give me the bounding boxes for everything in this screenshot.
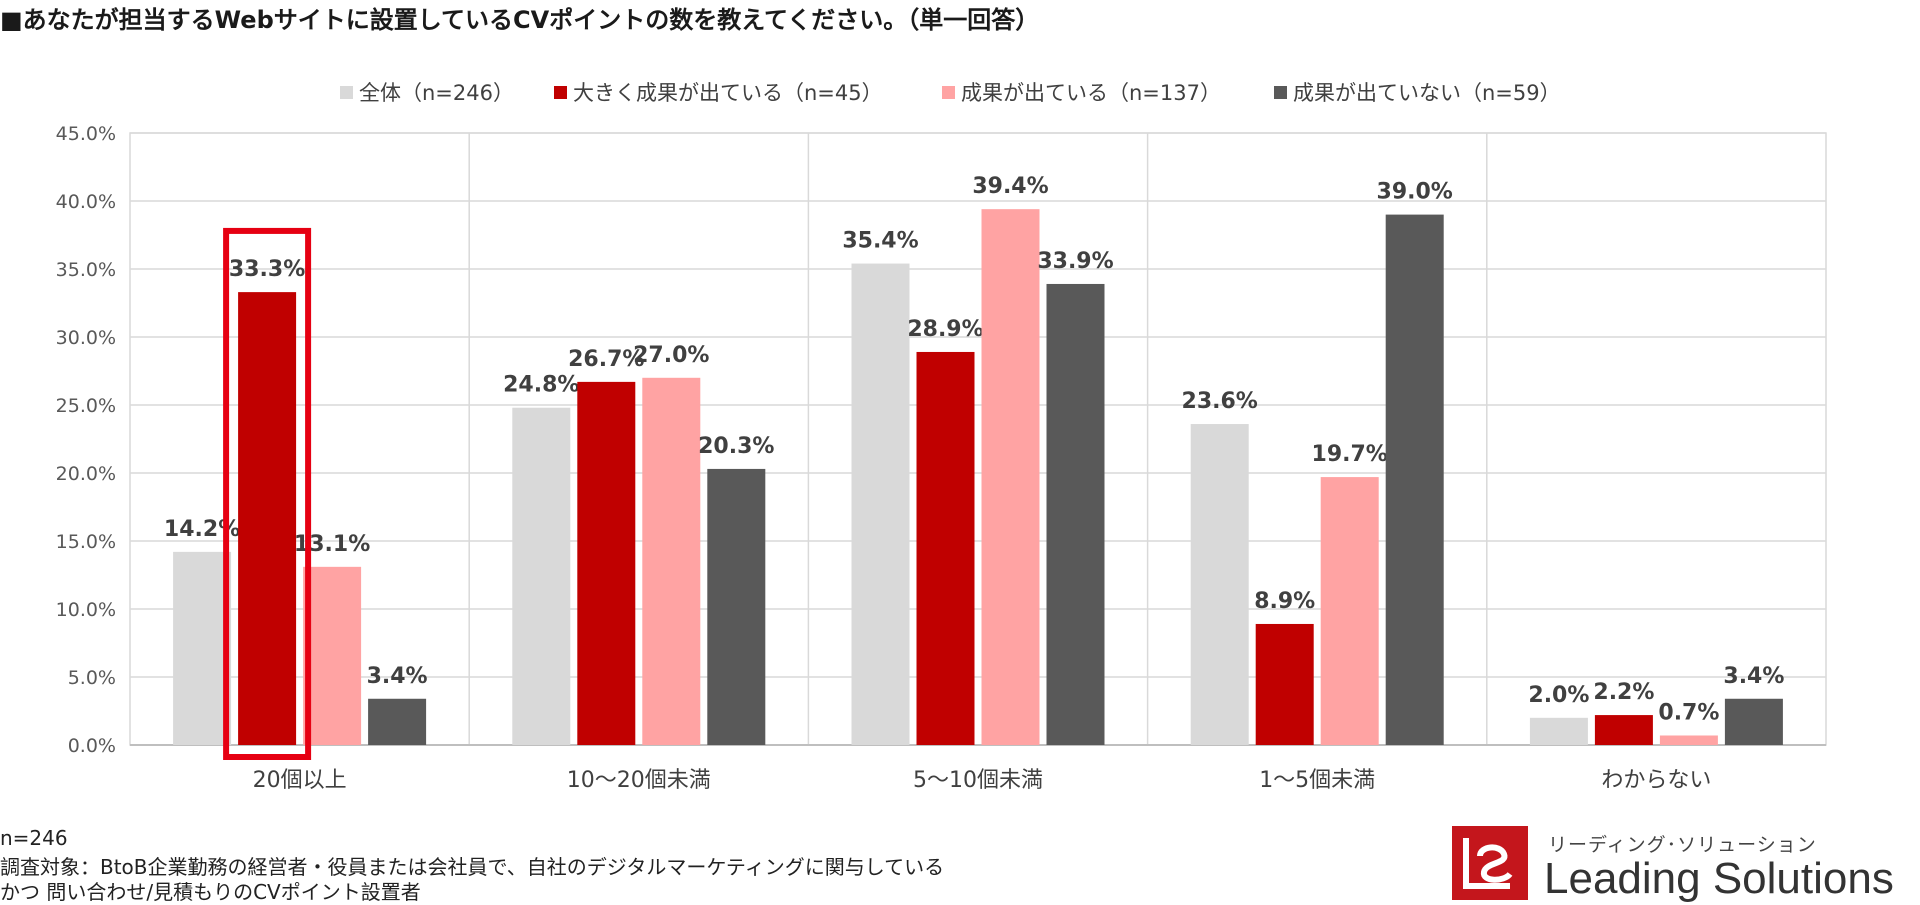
bar <box>981 209 1040 745</box>
y-tick-label: 0.0% <box>68 735 116 757</box>
company-logo: リーディング･ソリューション Leading Solutions <box>1452 826 1912 903</box>
y-tick-label: 40.0% <box>56 191 116 213</box>
bar <box>173 551 232 745</box>
data-label: 33.3% <box>229 257 305 282</box>
data-label: 2.2% <box>1593 680 1654 705</box>
x-tick-label: 20個以上 <box>253 768 347 793</box>
x-tick-label: 10～20個未満 <box>567 768 711 793</box>
bar <box>1320 477 1379 745</box>
data-label: 19.7% <box>1312 442 1388 467</box>
highlight-box <box>223 227 312 761</box>
bar-chart: 0.0% 5.0% 10.0% 15.0% 20.0% 25.0% 30.0% 35.0% 40… <box>56 123 1827 793</box>
data-label: 20.3% <box>698 434 774 459</box>
legend-item-great-results: 大きく成果が出ている（n=45） <box>554 76 883 108</box>
bar <box>238 292 297 745</box>
data-label: 0.7% <box>1658 700 1719 725</box>
logo-wordmark: Leading Solutions <box>1544 854 1894 903</box>
y-tick-label: 5.0% <box>68 667 116 689</box>
data-label: 28.9% <box>907 317 983 342</box>
data-label: 26.7% <box>568 347 644 372</box>
legend-item-results: 成果が出ている（n=137） <box>942 76 1221 108</box>
bar <box>1255 623 1314 745</box>
legend-item-all: 全体（n=246） <box>340 76 514 108</box>
data-label: 3.4% <box>1723 664 1784 689</box>
y-tick-label: 30.0% <box>56 327 116 349</box>
y-tick-label: 45.0% <box>56 123 116 145</box>
data-label: 8.9% <box>1254 589 1315 614</box>
y-tick-label: 10.0% <box>56 599 116 621</box>
data-label: 35.4% <box>842 229 918 254</box>
legend-label-great-results: 大きく成果が出ている（n=45） <box>573 81 883 105</box>
legend-label-all: 全体（n=246） <box>359 81 514 105</box>
chart-legend: 全体（n=246） 大きく成果が出ている（n=45） 成果が出ている（n=137… <box>0 76 1920 108</box>
bar <box>303 566 362 745</box>
x-tick-label: 1～5個未満 <box>1259 768 1375 793</box>
legend-label-no-results: 成果が出ていない（n=59） <box>1293 81 1561 105</box>
bar <box>1529 717 1588 745</box>
y-tick-label: 25.0% <box>56 395 116 417</box>
bar <box>851 263 910 745</box>
legend-swatch-no-results <box>1274 85 1287 99</box>
survey-target-note: 調査対象：BtoB企業勤務の経営者・役員または会社員で、自社のデジタルマーケティ… <box>0 855 945 879</box>
data-label: 39.4% <box>972 174 1048 199</box>
bar <box>916 351 975 745</box>
bar <box>1659 735 1718 745</box>
sample-size-note: n=246 <box>0 826 68 850</box>
x-tick-label: わからない <box>1601 768 1711 793</box>
plot-area <box>129 132 1827 746</box>
x-tick-label: 5～10個未満 <box>913 768 1043 793</box>
bar <box>1594 715 1653 745</box>
legend-swatch-results <box>942 85 955 99</box>
y-tick-label: 15.0% <box>56 531 116 553</box>
data-label: 2.0% <box>1528 683 1589 708</box>
bar <box>1190 424 1249 745</box>
data-label: 24.8% <box>503 373 579 398</box>
data-label: 23.6% <box>1182 389 1258 414</box>
y-tick-label: 20.0% <box>56 463 116 485</box>
legend-swatch-all <box>340 85 353 99</box>
data-label: 33.9% <box>1037 249 1113 274</box>
bar <box>707 468 766 745</box>
data-label: 39.0% <box>1377 180 1453 205</box>
bar <box>642 377 701 745</box>
data-label: 3.4% <box>367 664 428 689</box>
page-title: ■あなたが担当するWebサイトに設置しているCVポイントの数を教えてください。（… <box>0 6 1040 34</box>
bar <box>1385 214 1444 746</box>
data-label: 27.0% <box>633 343 709 368</box>
bar <box>368 698 427 745</box>
bar <box>577 381 636 745</box>
survey-target-note-cont: かつ 問い合わせ/見積もりのCVポイント設置者 <box>0 880 421 904</box>
bar <box>1724 698 1783 745</box>
logo-subtitle: リーディング･ソリューション <box>1548 834 1817 856</box>
legend-label-results: 成果が出ている（n=137） <box>961 81 1221 105</box>
legend-item-no-results: 成果が出ていない（n=59） <box>1274 76 1561 108</box>
legend-swatch-great-results <box>554 85 567 99</box>
bar <box>512 407 571 745</box>
bar <box>1046 283 1105 745</box>
logo-mark-icon <box>1452 826 1528 900</box>
y-tick-label: 35.0% <box>56 259 116 281</box>
